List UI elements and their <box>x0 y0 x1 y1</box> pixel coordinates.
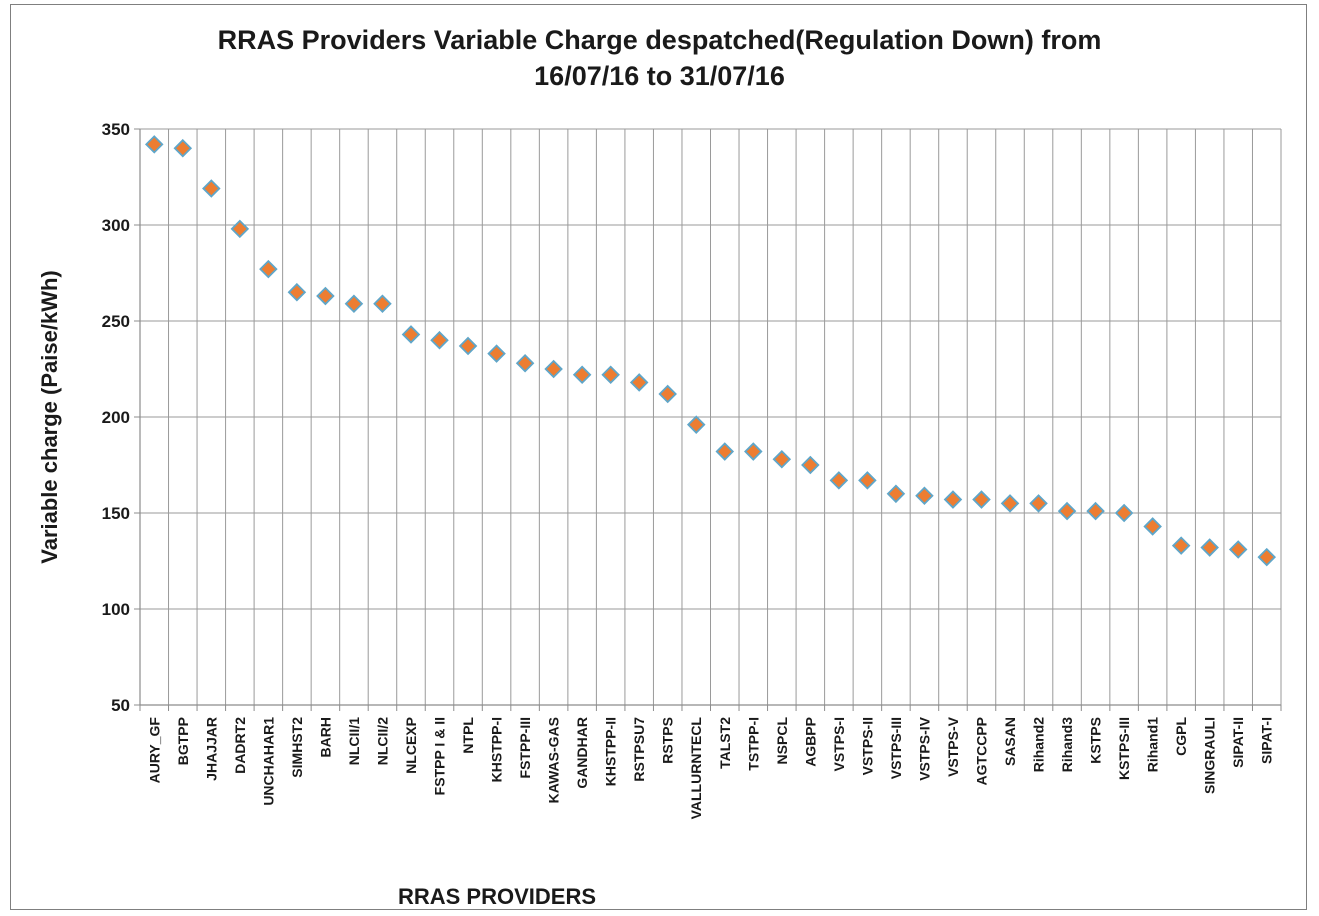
y-tick-label: 300 <box>102 216 130 235</box>
x-tick-label: RSTPS <box>660 717 676 764</box>
data-point <box>487 344 506 363</box>
axis-layer <box>134 128 1282 711</box>
x-tick-label: FSTPP-III <box>517 717 533 778</box>
data-point <box>316 286 335 306</box>
x-tick-label: KHSTPP-II <box>603 717 619 786</box>
y-axis-title: Variable charge (Paise/kWh) <box>37 270 62 563</box>
x-tick-label: BGTPP <box>175 717 191 765</box>
y-tick-label: 250 <box>102 312 130 331</box>
x-axis-title: RRAS PROVIDERS <box>398 884 596 909</box>
data-point <box>686 415 706 434</box>
data-point <box>629 373 649 392</box>
data-point <box>943 490 963 509</box>
data-point <box>772 449 792 469</box>
data-point <box>144 135 164 154</box>
y-tick-label: 100 <box>102 600 130 619</box>
x-tick-label: RSTPSU7 <box>631 717 647 782</box>
data-point <box>744 442 763 461</box>
data-point <box>829 471 849 490</box>
x-tick-label: KSTPS-III <box>1116 717 1132 780</box>
x-tick-label: NTPL <box>460 717 476 754</box>
data-point <box>1143 517 1162 536</box>
data-point <box>801 455 820 475</box>
data-point <box>259 259 278 279</box>
y-tick-label: 50 <box>111 696 130 715</box>
x-tick-label: SINGRAULI <box>1202 717 1218 794</box>
grid-layer <box>139 128 1282 706</box>
x-tick-label: VSTPS-II <box>859 717 875 775</box>
chart-title-line-2: 16/07/16 to 31/07/16 <box>534 61 785 91</box>
x-tick-label: SIMHST2 <box>289 717 305 778</box>
x-tick-labels: AURY_GF BGTPP JHAJJAR DADRT2 UNCHAHAR1 SIMHST… <box>146 716 1274 819</box>
x-tick-label: KHSTPP-I <box>489 717 505 782</box>
chart-title: RRAS Providers Variable Charge despatche… <box>0 22 1319 94</box>
x-tick-label: VSTPS-III <box>888 717 904 779</box>
x-tick-label: NLCII/2 <box>374 717 390 765</box>
data-point <box>1086 501 1105 521</box>
x-tick-label: NLCII/1 <box>346 717 362 765</box>
x-tick-label: SIPAT-II <box>1230 717 1246 768</box>
data-point <box>972 490 991 509</box>
x-tick-label: NLCEXP <box>403 717 419 774</box>
data-point <box>915 486 934 505</box>
data-point <box>515 353 535 373</box>
data-point <box>601 365 620 385</box>
chart-frame <box>10 4 1307 910</box>
data-point <box>1029 494 1048 513</box>
x-tick-label: VSTPS-IV <box>916 716 932 780</box>
x-tick-label: AGTCCPP <box>973 717 989 785</box>
data-point <box>173 138 193 158</box>
data-point <box>544 359 563 379</box>
data-point <box>287 282 307 302</box>
x-tick-label: AGBPP <box>802 717 818 767</box>
x-tick-label: Rihand3 <box>1059 717 1075 772</box>
x-tick-label: JHAJJAR <box>203 717 219 781</box>
x-tick-label: FSTPP I & II <box>432 717 448 795</box>
data-point <box>858 471 877 490</box>
data-point <box>344 294 364 313</box>
chart-title-line-1: RRAS Providers Variable Charge despatche… <box>217 25 1102 55</box>
x-tick-label: Rihand2 <box>1031 717 1047 772</box>
y-tick-label: 150 <box>102 504 130 523</box>
data-point <box>1000 494 1020 513</box>
data-point <box>1200 538 1219 557</box>
data-point <box>886 484 906 504</box>
data-point <box>1257 547 1277 567</box>
x-tick-label: BARH <box>317 717 333 757</box>
x-tick-label: KAWAS-GAS <box>546 717 562 803</box>
y-tick-label: 200 <box>102 408 130 427</box>
data-point <box>373 294 392 313</box>
x-tick-label: KSTPS <box>1088 717 1104 764</box>
x-tick-label: DADRT2 <box>232 717 248 774</box>
x-tick-label: Rihand1 <box>1145 717 1161 772</box>
x-tick-label: TALST2 <box>717 717 733 769</box>
data-point <box>1114 503 1134 523</box>
data-point <box>658 384 677 404</box>
data-point <box>1057 501 1077 521</box>
x-tick-label: TSTPP-I <box>745 717 761 771</box>
data-point <box>715 442 735 461</box>
data-point <box>1228 540 1248 559</box>
x-tick-label: SASAN <box>1002 717 1018 766</box>
data-point <box>202 179 221 198</box>
x-tick-label: VALLURNTECL <box>688 717 704 820</box>
x-tick-label: VSTPS-I <box>831 717 847 771</box>
data-point <box>230 219 250 239</box>
x-tick-label: NSPCL <box>774 717 790 765</box>
x-tick-label: UNCHAHAR1 <box>260 717 276 806</box>
x-tick-label: SIPAT-I <box>1259 717 1275 764</box>
x-tick-label: CGPL <box>1173 717 1189 756</box>
data-point <box>572 365 592 385</box>
data-point <box>430 330 449 350</box>
data-point <box>401 325 421 344</box>
data-points <box>144 135 1277 567</box>
x-tick-label: VSTPS-V <box>945 716 961 777</box>
y-tick-labels: 50 100 150 200 250 300 350 <box>102 120 130 715</box>
y-tick-label: 350 <box>102 120 130 139</box>
x-tick-label: AURY_GF <box>146 717 162 784</box>
data-point <box>1171 536 1191 555</box>
data-point <box>458 336 478 356</box>
x-tick-label: GANDHAR <box>574 717 590 789</box>
